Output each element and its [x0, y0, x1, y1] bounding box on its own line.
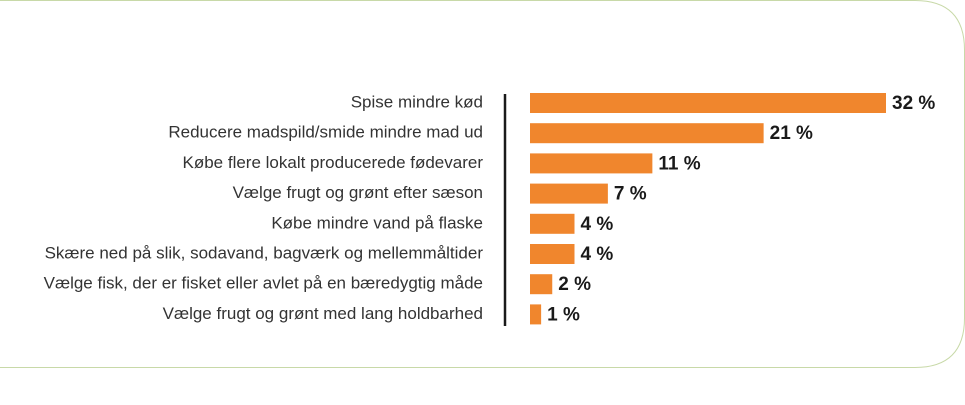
bar — [530, 93, 886, 113]
bar — [530, 244, 575, 264]
value-label: 7 % — [614, 184, 647, 205]
category-label: Vælge frugt og grønt med lang holdbarhed — [163, 304, 483, 323]
bar — [530, 153, 653, 174]
bar — [530, 274, 553, 295]
value-label: 1 % — [547, 304, 580, 325]
bar — [530, 123, 764, 144]
value-label: 4 % — [581, 244, 614, 265]
bar — [530, 213, 575, 234]
category-label: Vælge fisk, der er fisket eller avlet på… — [44, 274, 483, 293]
category-label: Vælge frugt og grønt efter sæson — [233, 183, 483, 202]
category-label: Skære ned på slik, sodavand, bagværk og … — [45, 243, 484, 262]
bar — [530, 183, 608, 204]
value-label: 11 % — [658, 153, 700, 174]
value-label: 4 % — [581, 214, 614, 235]
value-label: 21 % — [770, 123, 813, 144]
category-label: Købe mindre vand på flaske — [271, 213, 483, 232]
category-label: Reducere madspild/smide mindre mad ud — [168, 123, 483, 142]
category-label: Spise mindre kød — [351, 92, 483, 111]
value-label: 32 % — [892, 93, 935, 114]
category-label: Købe flere lokalt producerede fødevarer — [183, 153, 484, 172]
bar — [530, 304, 542, 325]
value-label: 2 % — [558, 274, 591, 295]
